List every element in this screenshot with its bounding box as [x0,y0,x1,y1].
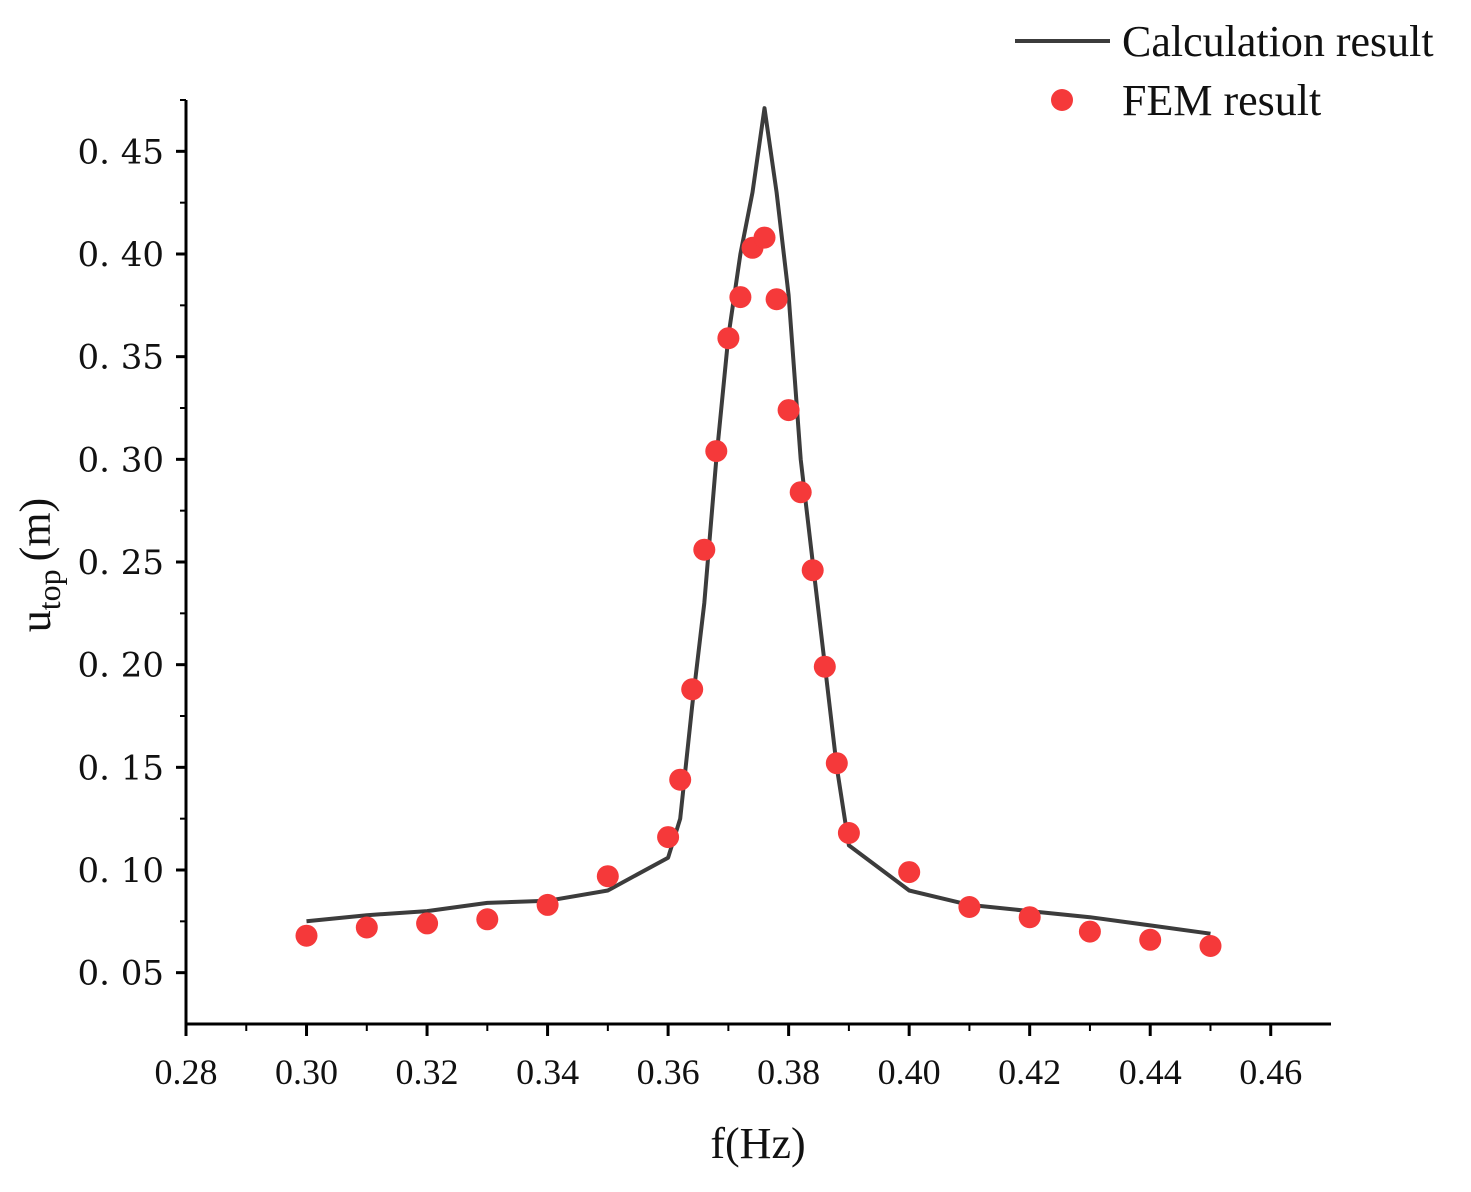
y-tick-label: 0. 40 [77,235,164,275]
legend-label-fem: FEM result [1122,76,1321,125]
fem-point [1078,920,1101,943]
y-axis-title-subscript: top [31,569,67,610]
fem-point [789,481,812,504]
fem-point [669,768,692,791]
y-tick-label: 0. 35 [77,338,164,378]
x-tick-label: 0.28 [155,1052,218,1092]
fem-point [657,826,680,849]
fem-point [717,327,740,350]
x-tick-label: 0.40 [878,1052,941,1092]
svg-text:utop(m): utop (m) [11,498,67,632]
fem-point [295,924,318,947]
fem-point [777,399,800,422]
fem-point [476,908,499,931]
y-axis-title: utop (m) [11,498,67,632]
fem-point [1018,906,1041,929]
fem-point [705,440,728,463]
series-line-calculation [306,106,1211,936]
series-layer [295,106,1222,957]
y-axis-title-unit: (m) [11,498,60,562]
fem-point [355,916,378,939]
x-tick-label: 0.34 [516,1052,579,1092]
x-tick-label: 0.46 [1239,1052,1302,1092]
fem-point [1199,935,1222,957]
legend: Calculation result FEM result [1015,17,1434,125]
y-tick-label: 0. 20 [77,646,164,686]
y-tick-label: 0. 10 [77,851,164,891]
fem-point [536,893,559,916]
legend-label-calculation: Calculation result [1122,17,1434,66]
x-tick-label: 0.38 [757,1052,820,1092]
fem-point [693,538,716,561]
x-axis-title: f(Hz) [710,1119,805,1168]
y-tick-label: 0. 25 [77,543,164,583]
y-axis-title-main: u [11,610,60,632]
fem-point [958,896,981,918]
x-tick-label: 0.36 [637,1052,700,1092]
axes: 0. 05 0. 10 0. 15 0. 20 0. 25 0. 30 0. 35 0. 40… [77,99,1331,1092]
x-tick-label: 0.44 [1119,1052,1182,1092]
fem-point [837,822,860,844]
fem-point [1139,928,1162,951]
y-tick-label: 0. 05 [77,954,164,994]
x-tick-label: 0.32 [396,1052,459,1092]
fem-point [753,226,776,249]
legend-marker-swatch [1051,89,1073,111]
fem-point [813,655,836,678]
fem-point [801,559,824,582]
x-tick-label: 0.42 [998,1052,1061,1092]
fem-point [898,861,921,884]
fem-point [681,678,704,701]
fem-point [765,288,788,311]
fem-point [596,865,619,888]
y-tick-label: 0. 15 [77,748,164,788]
y-tick-label: 0. 45 [77,132,164,172]
x-tick-label: 0.30 [275,1052,338,1092]
fem-point [825,752,848,775]
fem-point [729,286,752,309]
fem-point [416,912,439,935]
y-tick-label: 0. 30 [77,440,164,480]
